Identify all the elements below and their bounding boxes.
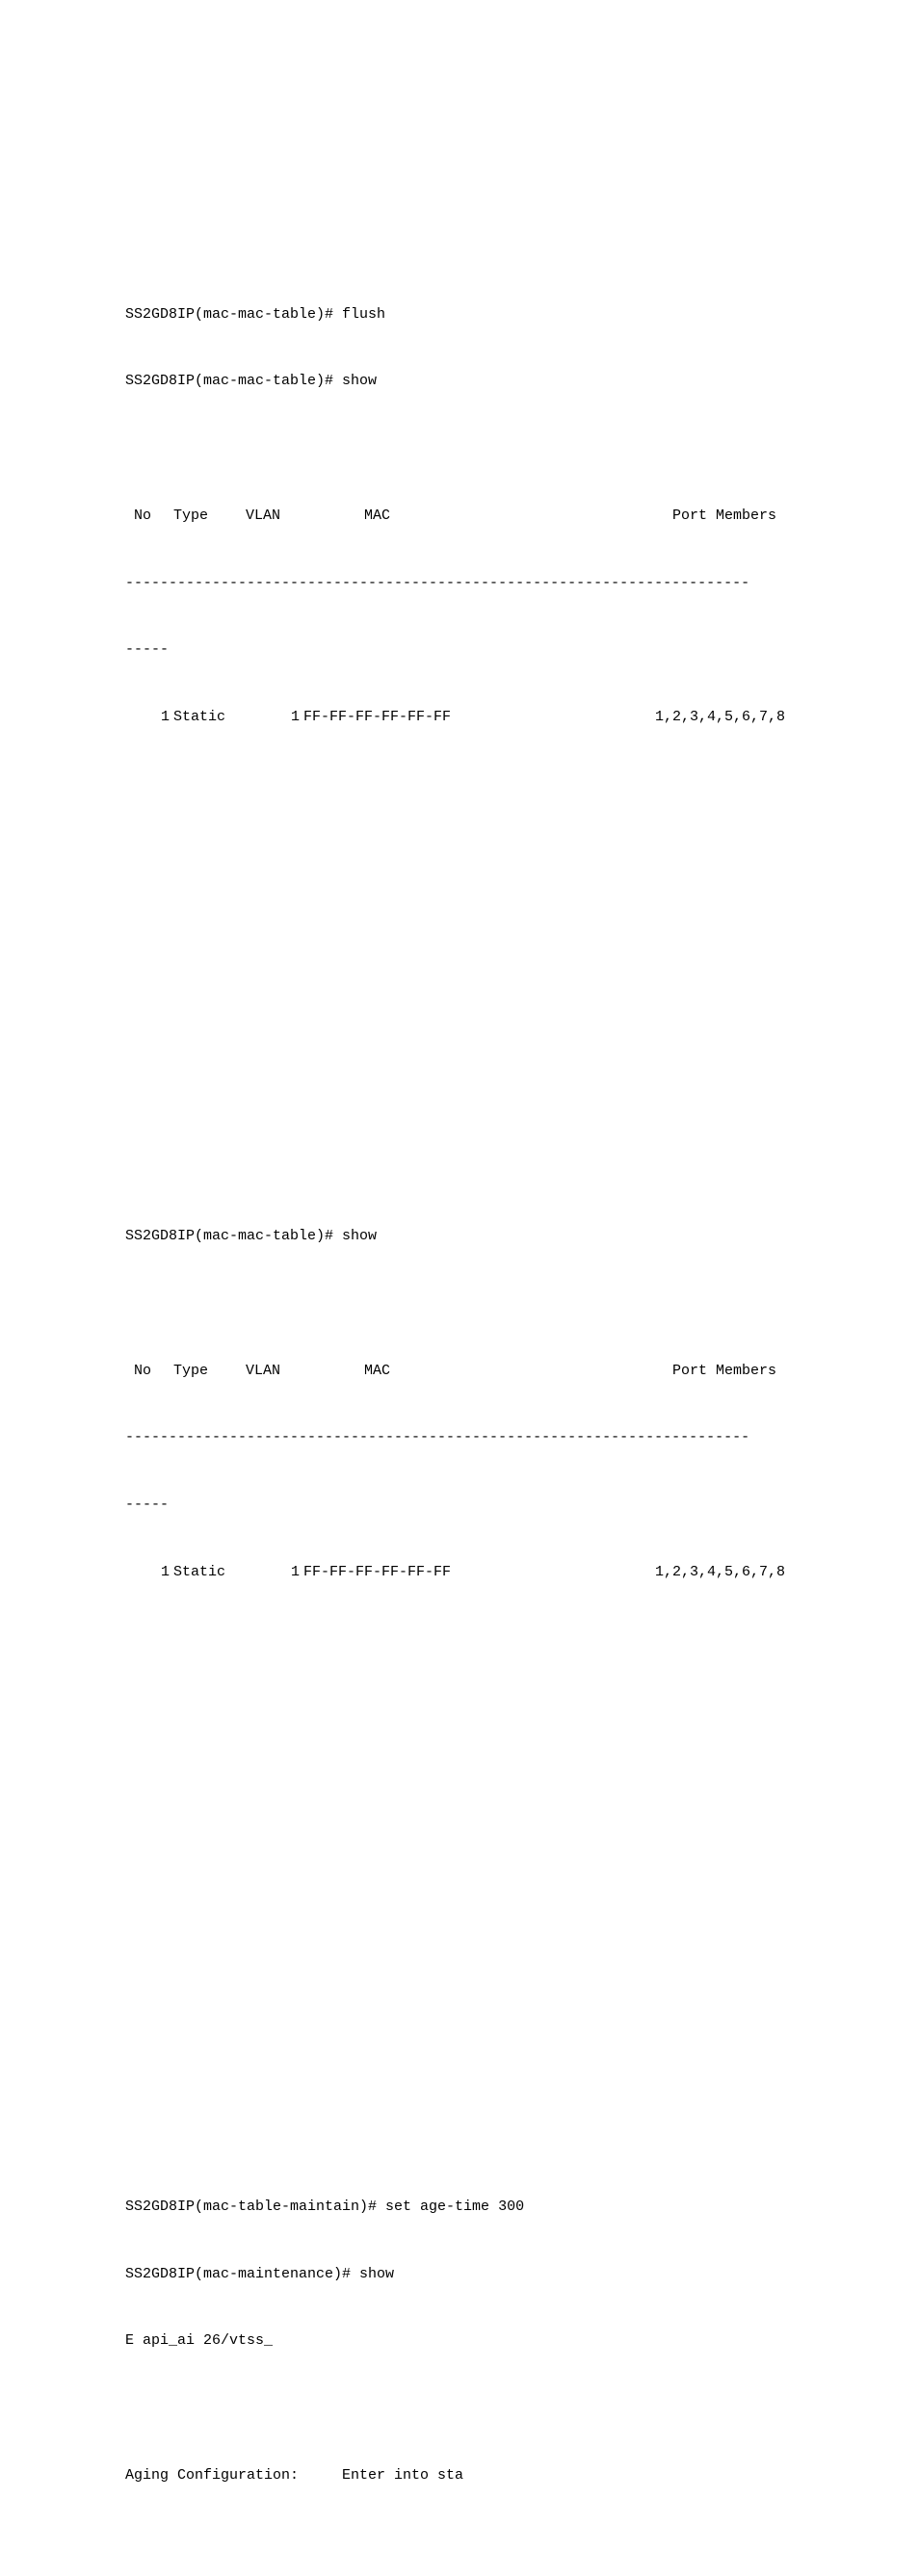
table-header: No Type VLAN MAC Port Members <box>125 1360 794 1382</box>
cell-mac: FF-FF-FF-FF-FF-FF <box>303 706 655 728</box>
table-header: No Type VLAN MAC Port Members <box>125 505 794 527</box>
blank-line <box>125 437 794 459</box>
rule: ----- <box>125 1494 794 1516</box>
cell-mac: FF-FF-FF-FF-FF-FF <box>303 1561 655 1583</box>
cmd-line: SS2GD8IP(mac-mac-table)# show <box>125 1225 794 1247</box>
terminal-block-3: SS2GD8IP(mac-table-maintain)# set age-ti… <box>125 2150 794 2531</box>
cmd-line: Aging Configuration: Enter into sta <box>125 2464 794 2486</box>
cmd-line: SS2GD8IP(mac-maintenance)# show <box>125 2263 794 2285</box>
col-port: Port Members <box>655 1360 794 1382</box>
col-vlan: VLAN <box>246 505 303 527</box>
cell-type: Static <box>173 706 246 728</box>
terminal-block-1: SS2GD8IP(mac-mac-table)# flush SS2GD8IP(… <box>125 258 794 773</box>
cell-port: 1,2,3,4,5,6,7,8 <box>655 1561 794 1583</box>
cell-no: 1 <box>125 706 173 728</box>
blank-line <box>125 1292 794 1314</box>
col-vlan: VLAN <box>246 1360 303 1382</box>
cmd-line: E api_ai 26/vtss_ <box>125 2329 794 2352</box>
col-no: No <box>125 1360 173 1382</box>
cell-port: 1,2,3,4,5,6,7,8 <box>655 706 794 728</box>
table-row: 1 Static 1 FF-FF-FF-FF-FF-FF 1,2,3,4,5,6… <box>125 706 794 728</box>
cell-type: Static <box>173 1561 246 1583</box>
cmd-line: SS2GD8IP(mac-mac-table)# flush <box>125 303 794 325</box>
cell-vlan: 1 <box>246 1561 303 1583</box>
blank-line <box>125 2397 794 2419</box>
cell-vlan: 1 <box>246 706 303 728</box>
cmd-line: SS2GD8IP(mac-table-maintain)# set age-ti… <box>125 2196 794 2218</box>
cell-no: 1 <box>125 1561 173 1583</box>
col-port: Port Members <box>655 505 794 527</box>
col-no: No <box>125 505 173 527</box>
cmd-line: SS2GD8IP(mac-mac-table)# show <box>125 370 794 392</box>
col-mac: MAC <box>303 1360 655 1382</box>
terminal-block-2: SS2GD8IP(mac-mac-table)# show No Type VL… <box>125 1181 794 1628</box>
rule: ----------------------------------------… <box>125 572 794 594</box>
col-mac: MAC <box>303 505 655 527</box>
col-type: Type <box>173 1360 246 1382</box>
col-type: Type <box>173 505 246 527</box>
rule: ----------------------------------------… <box>125 1426 794 1448</box>
table-row: 1 Static 1 FF-FF-FF-FF-FF-FF 1,2,3,4,5,6… <box>125 1561 794 1583</box>
rule: ----- <box>125 638 794 661</box>
